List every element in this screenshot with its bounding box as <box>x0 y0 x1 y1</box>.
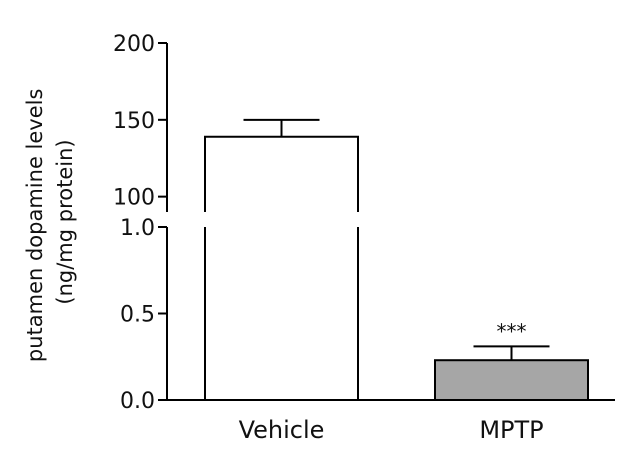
y-lower-tick-label: 0.5 <box>120 303 155 328</box>
y-lower-tick-label: 0.0 <box>120 389 155 414</box>
bar-vehicle-lower <box>204 227 359 401</box>
y-axis-title: putamen dopamine levels (ng/mg protein) <box>23 82 77 362</box>
bar-mptp <box>434 359 589 401</box>
x-tick-label-vehicle: Vehicle <box>239 416 325 444</box>
y-axis-title-line1: putamen dopamine levels <box>23 89 47 363</box>
bar-vehicle-upper <box>204 135 359 212</box>
y-upper-tick-label: 200 <box>113 32 155 57</box>
plot-area: 100 150 200 0.0 0.5 1.0 Vehicle *** MPTP <box>113 32 615 444</box>
y-upper-tick-label: 150 <box>113 109 155 134</box>
y-axis-title-line2: (ng/mg protein) <box>53 139 77 304</box>
significance-annotation: *** <box>497 319 527 343</box>
y-lower-tick-label: 1.0 <box>120 216 155 241</box>
x-tick-label-mptp: MPTP <box>479 416 543 444</box>
y-upper-tick-label: 100 <box>113 186 155 211</box>
